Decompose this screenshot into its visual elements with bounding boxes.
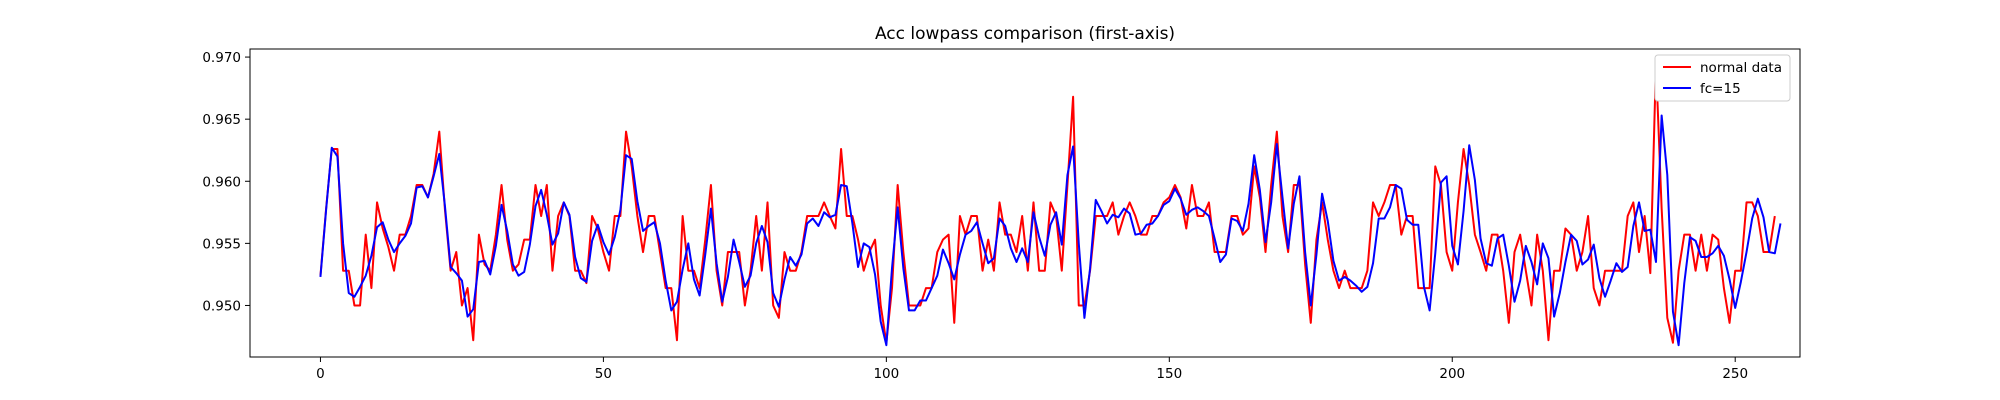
y-tick-label: 0.955 [202, 236, 241, 252]
plot-frame [249, 48, 1801, 358]
legend: normal data fc=15 [1654, 54, 1791, 102]
x-tick-label: 250 [1722, 366, 1748, 382]
legend-label-fc-15: fc=15 [1700, 81, 1741, 97]
y-tick-label: 0.970 [202, 50, 241, 66]
legend-label-normal-data: normal data [1700, 60, 1782, 76]
x-axis: 0 50 100 150 200 250 [316, 357, 1748, 382]
x-tick-label: 0 [316, 366, 325, 382]
x-tick-label: 200 [1439, 366, 1465, 382]
x-tick-label: 100 [873, 366, 899, 382]
y-tick-label: 0.950 [202, 298, 241, 314]
y-tick-label: 0.960 [202, 174, 241, 190]
chart-title: Acc lowpass comparison (first-axis) [875, 24, 1175, 44]
x-tick-label: 150 [1156, 366, 1182, 382]
series-layer [319, 62, 1782, 347]
y-axis: 0.950 0.955 0.960 0.965 0.970 [202, 50, 250, 314]
y-tick-label: 0.965 [202, 112, 241, 128]
series-line-fc-15 [319, 114, 1782, 347]
x-tick-label: 50 [595, 366, 612, 382]
